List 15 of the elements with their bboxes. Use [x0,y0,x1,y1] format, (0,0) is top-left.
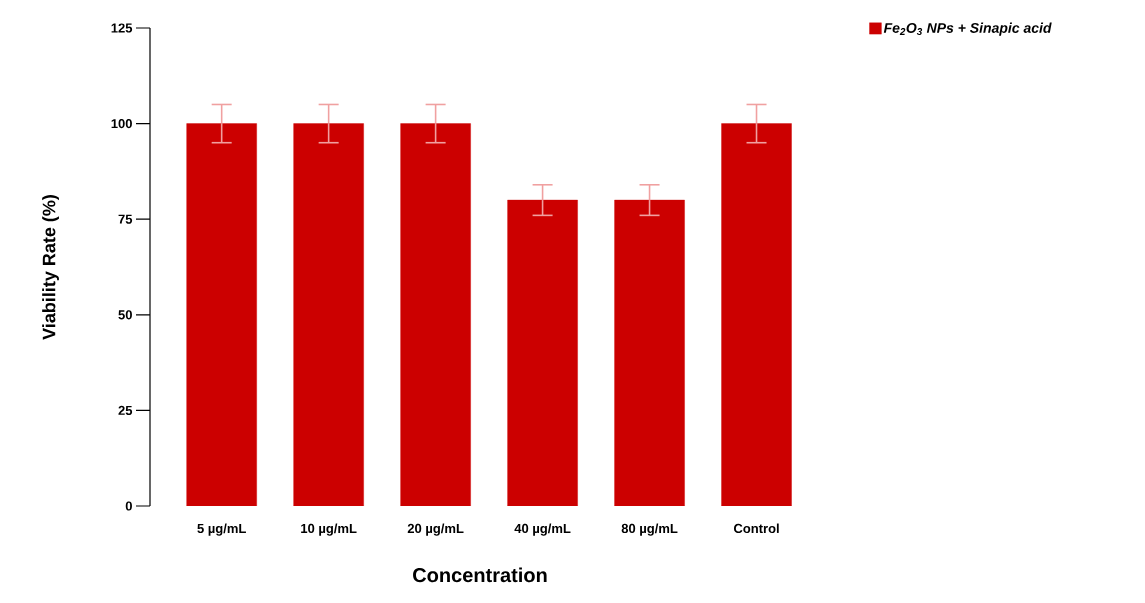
x-axis-title: Concentration [413,567,547,583]
x-tick-label: 20 µg/mL [407,523,464,536]
x-tick-label: 40 µg/mL [514,523,571,536]
y-tick-label: 0 [125,501,132,511]
y-tick-label: 25 [118,405,133,415]
x-tick-label: Control [733,523,779,534]
x-tick-label: 10 µg/mL [301,523,357,536]
x-tick-label: 5 µg/mL [197,523,246,536]
legend-label: Fe$_{2}$O$_{3}$ NPs + Sinapic acid [883,22,1052,36]
x-tick-label: 80 µg/mL [621,523,678,536]
y-tick-label: 50 [118,310,132,320]
y-axis-title: Viability Rate (%) [42,195,59,340]
y-tick-label: 75 [118,214,133,224]
y-tick-label: 125 [111,23,133,33]
y-tick-label: 100 [111,118,132,129]
